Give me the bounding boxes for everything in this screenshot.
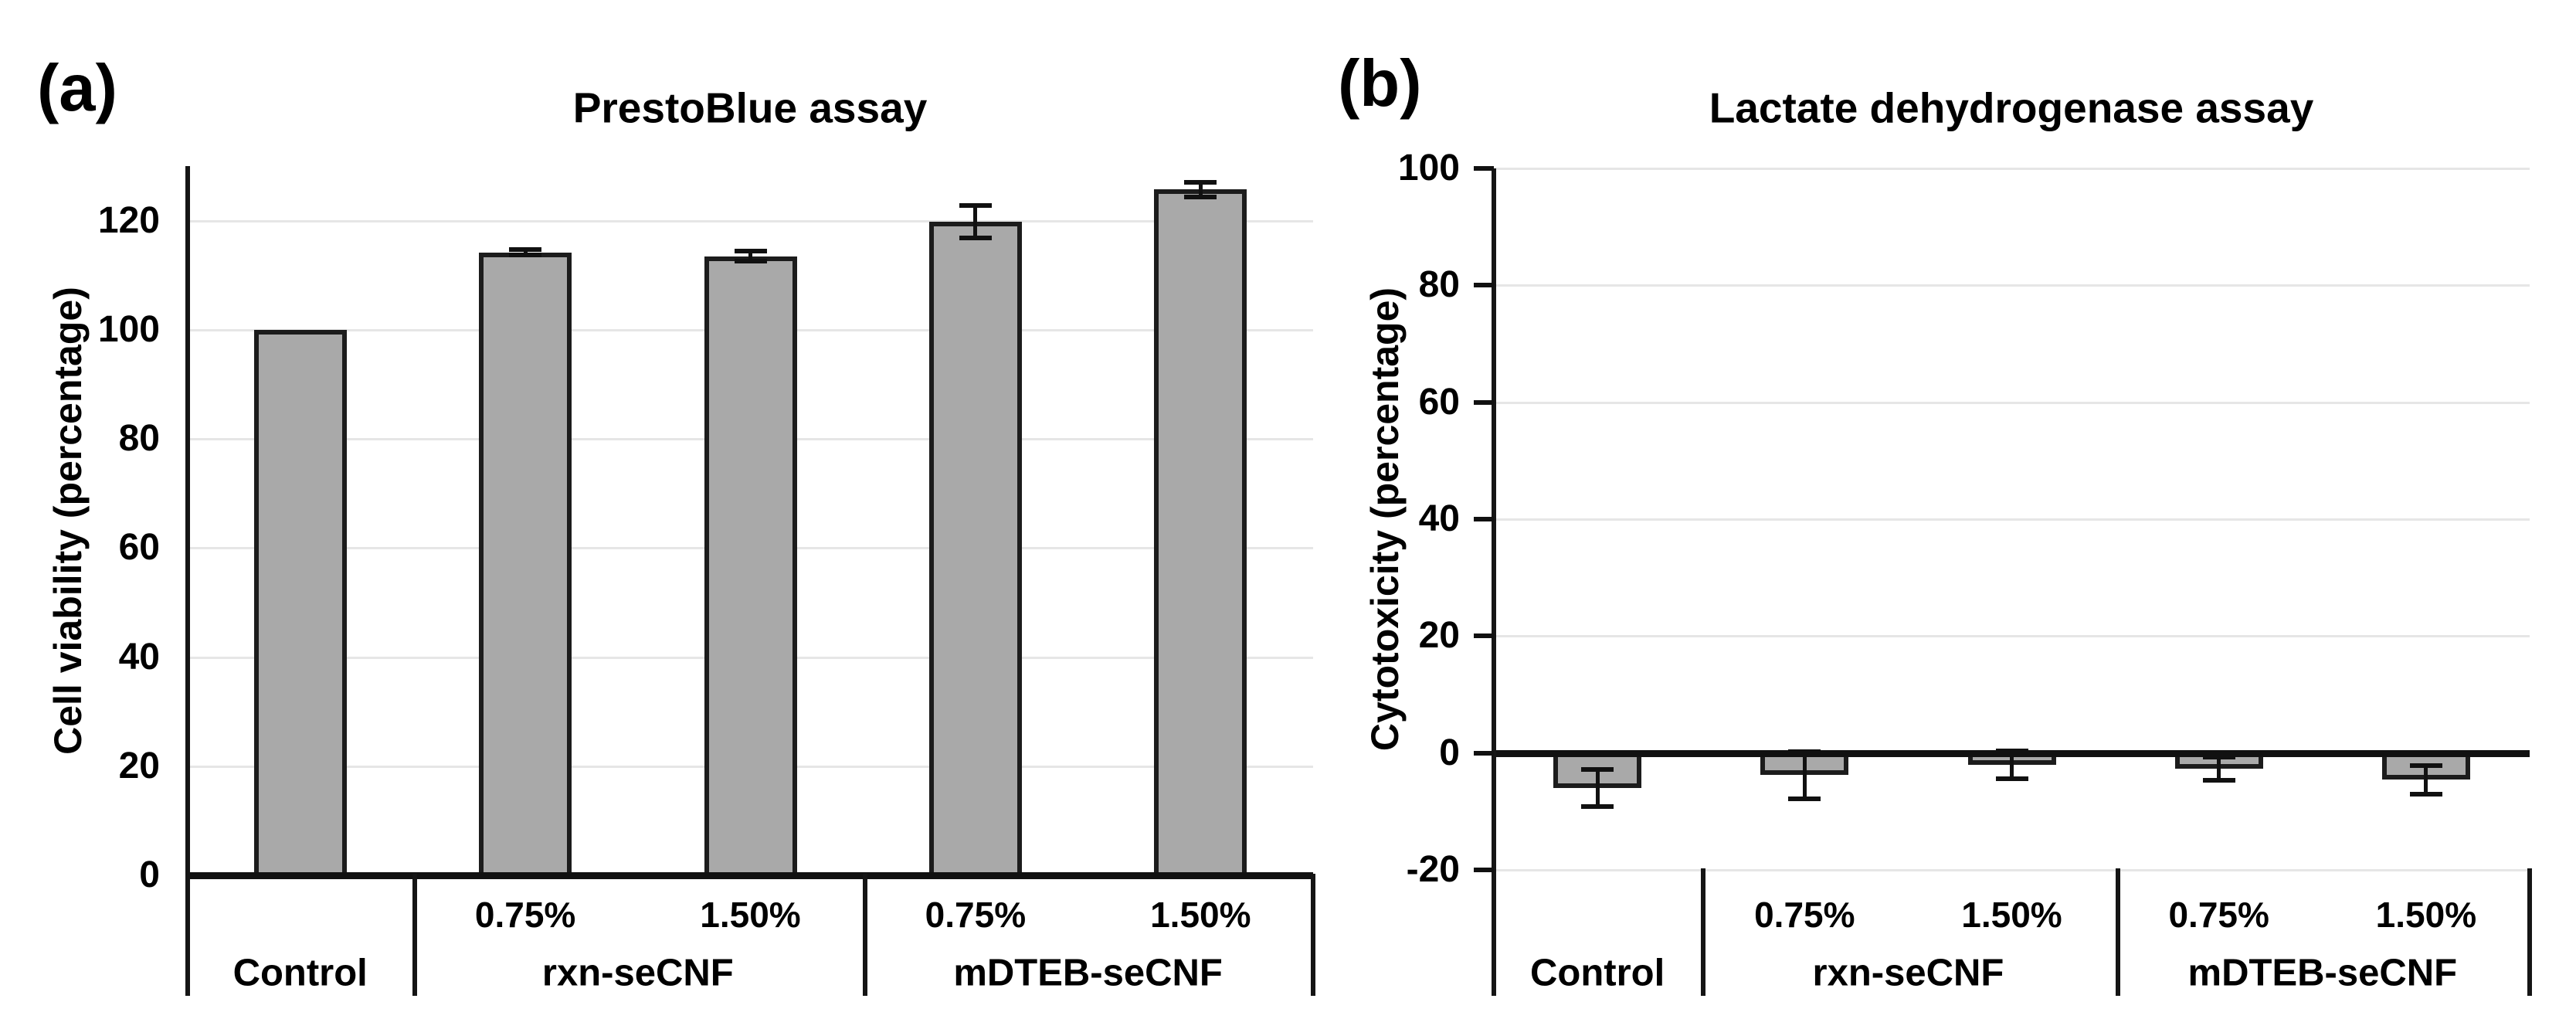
chart-title: Lactate dehydrogenase assay xyxy=(1709,83,2314,132)
y-axis-tick xyxy=(1474,633,1494,639)
error-bar-line xyxy=(2217,756,2221,781)
y-axis-tick xyxy=(1474,283,1494,288)
gridline xyxy=(1494,635,2530,638)
concentration-label: 0.75% xyxy=(925,895,1027,935)
y-tick-label: 60 xyxy=(1418,381,1460,423)
gridline xyxy=(1494,869,2530,871)
chart-title: PrestoBlue assay xyxy=(572,83,928,132)
error-bar-cap xyxy=(959,202,992,208)
y-tick-label: 0 xyxy=(139,854,160,895)
error-bar-line xyxy=(1198,182,1203,197)
group-label: mDTEB-seCNF xyxy=(2187,952,2458,994)
error-bar-cap xyxy=(2202,754,2235,759)
error-bar-line xyxy=(2424,766,2428,794)
concentration-label: 1.50% xyxy=(1961,895,2062,935)
group-label: Control xyxy=(1530,952,1665,994)
panel-letter: (b) xyxy=(1338,47,1422,121)
x-axis-line xyxy=(188,872,1313,879)
error-bar-cap xyxy=(1788,796,1821,801)
bar xyxy=(253,329,347,878)
y-tick-label: -20 xyxy=(1406,849,1460,890)
gridline xyxy=(1494,401,2530,404)
y-tick-label: 100 xyxy=(1397,148,1460,189)
panel-letter: (a) xyxy=(37,52,117,125)
y-axis-line xyxy=(1492,168,1496,996)
category-divider xyxy=(1701,868,1706,996)
gridline xyxy=(1494,518,2530,521)
concentration-label: 1.50% xyxy=(700,895,801,935)
y-tick-label: 60 xyxy=(118,527,160,569)
y-axis-tick xyxy=(1474,166,1494,171)
error-bar-cap xyxy=(509,247,542,253)
y-tick-label: 20 xyxy=(1418,615,1460,657)
y-tick-label: 40 xyxy=(1418,498,1460,539)
error-bar-cap xyxy=(959,236,992,241)
gridline xyxy=(188,219,1313,222)
y-axis-tick xyxy=(1474,750,1494,756)
group-label: rxn-seCNF xyxy=(541,952,734,994)
concentration-label: 1.50% xyxy=(2375,895,2477,935)
y-axis-tick xyxy=(1474,868,1494,872)
error-bar-cap xyxy=(1995,776,2028,781)
y-axis-tick xyxy=(1474,517,1494,521)
error-bar-line xyxy=(2010,750,2014,779)
category-divider xyxy=(1311,874,1315,996)
error-bar-cap xyxy=(2409,763,2442,769)
y-tick-label: 120 xyxy=(97,199,160,241)
x-axis-line xyxy=(1494,749,2530,757)
error-bar-cap xyxy=(734,258,767,263)
y-axis-tick xyxy=(1474,399,1494,405)
y-axis-line xyxy=(185,166,190,996)
y-tick-label: 100 xyxy=(97,308,160,350)
y-tick-label: 0 xyxy=(1439,732,1460,773)
y-tick-label: 80 xyxy=(1418,264,1460,306)
concentration-label: 0.75% xyxy=(1754,895,1855,935)
error-bar-line xyxy=(523,250,528,256)
error-bar-line xyxy=(748,251,752,261)
gridline xyxy=(1494,284,2530,287)
error-bar-line xyxy=(1802,752,1807,799)
y-tick-label: 80 xyxy=(118,418,160,460)
concentration-label: 0.75% xyxy=(474,895,576,935)
error-bar-cap xyxy=(1581,766,1614,772)
error-bar-cap xyxy=(1581,804,1614,810)
group-label: mDTEB-seCNF xyxy=(953,952,1223,994)
error-bar-cap xyxy=(1184,180,1217,185)
category-divider xyxy=(863,874,868,996)
error-bar-cap xyxy=(734,249,767,254)
y-axis-title: Cytotoxicity (percentage) xyxy=(1363,287,1407,752)
gridline xyxy=(1494,168,2530,170)
error-bar-line xyxy=(973,205,978,239)
concentration-label: 0.75% xyxy=(2168,895,2269,935)
error-bar-cap xyxy=(1184,194,1217,199)
concentration-label: 1.50% xyxy=(1150,895,1251,935)
y-tick-label: 20 xyxy=(118,745,160,786)
error-bar-cap xyxy=(2409,791,2442,797)
error-bar-cap xyxy=(2202,778,2235,783)
y-tick-label: 40 xyxy=(118,636,160,678)
group-label: rxn-seCNF xyxy=(1812,952,2004,994)
group-label: Control xyxy=(232,952,368,994)
error-bar-cap xyxy=(509,253,542,258)
category-divider xyxy=(2527,868,2532,996)
category-divider xyxy=(2115,868,2120,996)
category-divider xyxy=(412,874,418,996)
error-bar-line xyxy=(1595,769,1600,807)
bar xyxy=(1154,189,1247,878)
